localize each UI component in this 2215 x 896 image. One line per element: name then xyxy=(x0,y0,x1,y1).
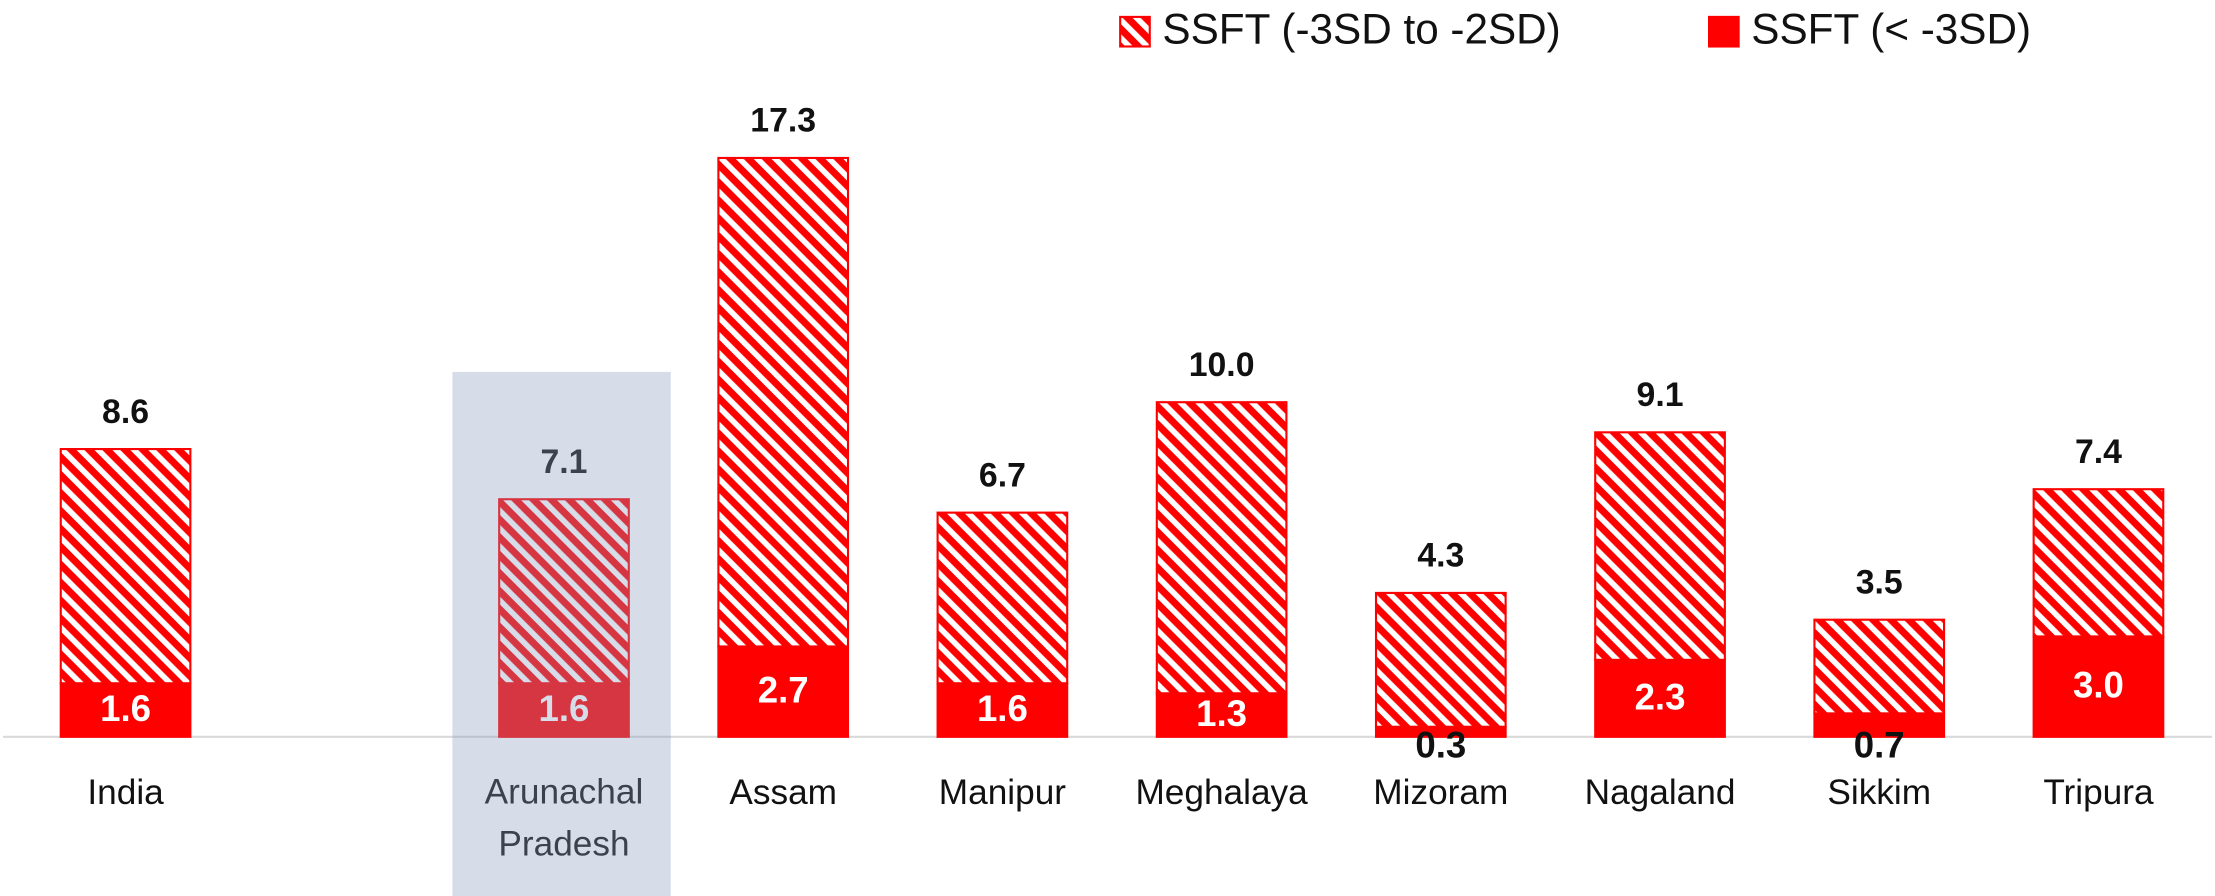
bar-segment xyxy=(2032,488,2165,638)
x-tick-label: Arunachal Pradesh xyxy=(485,773,644,864)
bar-segment xyxy=(1155,401,1288,695)
total-label: 17.3 xyxy=(750,102,816,140)
bar-segment xyxy=(1594,431,1726,661)
x-tick-label: Mizoram xyxy=(1373,773,1508,812)
data-label: 1.6 xyxy=(977,688,1028,729)
bar-segment xyxy=(1813,618,1946,715)
total-label: 6.7 xyxy=(979,456,1026,494)
bar-segment xyxy=(717,156,850,648)
x-tick-label: Nagaland xyxy=(1585,773,1736,812)
x-tick-label: Assam xyxy=(729,773,837,812)
bar-segment xyxy=(498,498,630,685)
x-tick-label: Manipur xyxy=(939,773,1067,812)
data-label: 1.6 xyxy=(539,688,590,729)
legend-swatch xyxy=(1708,15,1740,48)
legend-label: SSFT (-3SD to -2SD) xyxy=(1162,6,1560,53)
data-label: 3.0 xyxy=(2073,665,2124,706)
total-label: 10.0 xyxy=(1189,346,1255,384)
bar-segment xyxy=(59,682,192,738)
data-label: 0.7 xyxy=(1854,725,1905,766)
total-label: 3.5 xyxy=(1856,563,1903,601)
bar-segment xyxy=(59,448,192,685)
bar-segment xyxy=(2032,635,2165,738)
total-label: 7.4 xyxy=(2075,433,2122,471)
x-tick-label: Meghalaya xyxy=(1135,773,1308,812)
data-label: 2.7 xyxy=(758,670,809,711)
bar-segment xyxy=(936,511,1069,685)
legend-swatch xyxy=(1119,15,1151,48)
x-tick-label: India xyxy=(87,773,164,812)
x-tick-label: Tripura xyxy=(2043,773,2154,812)
total-label: 7.1 xyxy=(540,443,587,481)
legend: SSFT (-3SD to -2SD) SSFT (< -3SD) xyxy=(1119,6,2031,53)
bar-segment xyxy=(498,682,630,738)
total-label: 4.3 xyxy=(1417,537,1464,575)
highlight xyxy=(452,371,671,896)
data-label: 0.3 xyxy=(1415,725,1466,766)
bar-segment xyxy=(936,682,1069,738)
x-tick-label: Sikkim xyxy=(1827,773,1931,812)
data-label: 1.6 xyxy=(100,688,151,729)
bar-segment xyxy=(717,645,850,738)
data-label: 1.3 xyxy=(1196,693,1247,734)
legend-label: SSFT (< -3SD) xyxy=(1751,6,2031,53)
bar-segment xyxy=(1374,591,1507,728)
total-label: 8.6 xyxy=(102,393,149,431)
bar-segment xyxy=(1155,692,1288,738)
total-label: 9.1 xyxy=(1637,376,1684,414)
data-label: 2.3 xyxy=(1635,676,1686,717)
bars: India 1.6 8.6 Arunachal Pradesh 1.6 7.1 Assam 2.… xyxy=(59,102,2165,864)
